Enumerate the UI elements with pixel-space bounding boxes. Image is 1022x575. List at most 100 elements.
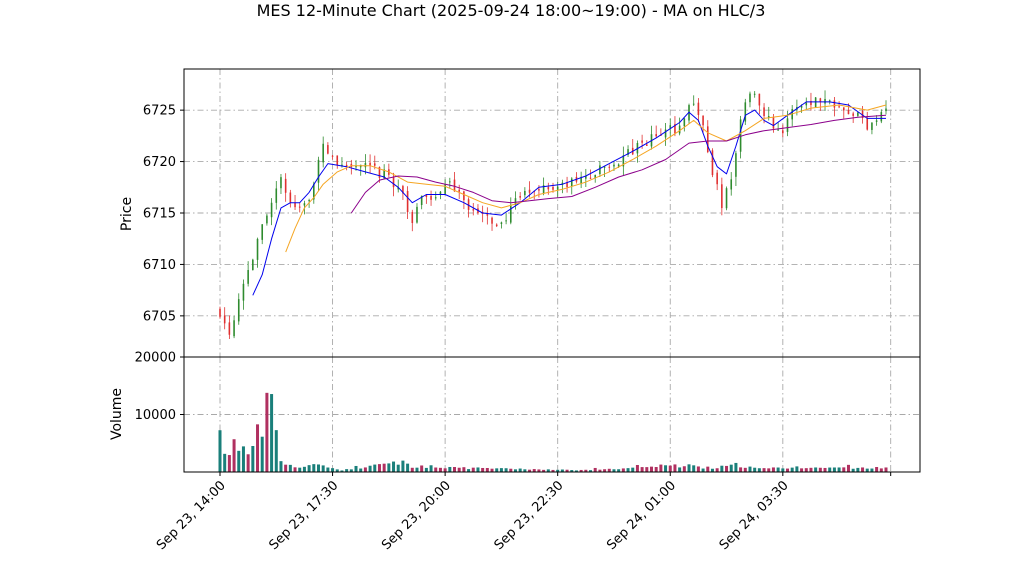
- volume-bar: [302, 466, 306, 472]
- volume-bar: [832, 467, 836, 472]
- volume-bar: [331, 468, 335, 472]
- candle-body: [547, 187, 550, 190]
- candle-body: [247, 270, 249, 284]
- candle-body: [228, 322, 231, 335]
- candle-body: [617, 164, 620, 167]
- volume-bar: [523, 469, 527, 472]
- candle-body: [327, 145, 329, 154]
- volume-bar: [453, 467, 457, 472]
- candle-body: [538, 189, 540, 191]
- candle-body: [749, 93, 751, 103]
- volume-bar: [256, 424, 260, 472]
- candle-body: [594, 174, 597, 179]
- candle-body: [552, 186, 554, 190]
- volume-bar: [687, 464, 691, 472]
- candle-body: [674, 124, 676, 134]
- volume-bar: [274, 430, 278, 472]
- chart-title: MES 12-Minute Chart (2025-09-24 18:00~19…: [256, 1, 766, 20]
- volume-bar: [377, 464, 381, 472]
- candle-body: [322, 143, 324, 163]
- candle-body: [500, 222, 503, 224]
- volume-tick-label: 10000: [135, 408, 176, 423]
- ma-mid-line: [285, 104, 887, 253]
- candle-body: [444, 184, 446, 194]
- candle-body: [453, 179, 456, 192]
- volume-bar: [701, 468, 705, 472]
- candle-body: [556, 186, 559, 190]
- volume-bar: [265, 392, 269, 472]
- volume-bar: [584, 469, 588, 472]
- volume-bar: [570, 470, 574, 472]
- volume-bar: [551, 469, 555, 472]
- candle-body: [514, 198, 517, 205]
- volume-bar: [241, 446, 245, 472]
- volume-bar: [279, 461, 283, 472]
- volume-bar: [387, 463, 391, 472]
- volume-bar: [340, 470, 344, 472]
- candle-body: [608, 166, 611, 168]
- candle-body: [308, 200, 310, 202]
- volume-bar: [861, 467, 865, 472]
- candle-body: [664, 129, 667, 138]
- candle-body: [369, 162, 371, 166]
- candle-body: [416, 206, 418, 223]
- ma-lines: [252, 101, 887, 296]
- volume-bar: [640, 467, 644, 472]
- volume-bar: [401, 460, 405, 472]
- volume-bar: [804, 468, 808, 472]
- volume-bar: [513, 469, 517, 472]
- candle-body: [744, 102, 747, 122]
- x-tick-label: Sep 23, 17:30: [267, 478, 342, 553]
- candle-body: [486, 213, 489, 216]
- volume-bar: [757, 468, 761, 472]
- volume-bar: [406, 463, 410, 472]
- volume-bar: [354, 465, 358, 472]
- candle-body: [294, 202, 296, 208]
- volume-bar: [748, 466, 752, 472]
- candle-body: [472, 209, 475, 211]
- volume-bar: [537, 469, 541, 472]
- price-axis-label: Price: [119, 197, 135, 231]
- candle-body: [875, 120, 878, 122]
- candle-body: [345, 164, 348, 166]
- candle-body: [871, 122, 873, 130]
- volume-bar: [490, 468, 494, 472]
- candle-body: [439, 191, 442, 195]
- candle-body: [519, 196, 521, 198]
- volume-bar: [776, 467, 780, 472]
- volume-bar: [875, 467, 879, 472]
- volume-bar: [504, 468, 508, 472]
- volume-bar: [762, 468, 766, 472]
- candle-body: [275, 188, 278, 203]
- candle-body: [266, 215, 268, 224]
- candle-body: [449, 181, 451, 183]
- candle-body: [280, 177, 282, 189]
- candle-body: [767, 116, 770, 118]
- ma-fast-line: [252, 101, 886, 296]
- volume-bar: [617, 469, 621, 472]
- volume-bar: [368, 465, 372, 472]
- candle-body: [397, 187, 400, 190]
- candle-body: [402, 186, 404, 194]
- volume-bar: [424, 467, 428, 472]
- candle-body: [313, 183, 315, 200]
- candle-body: [524, 190, 526, 196]
- candle-body: [646, 144, 648, 146]
- volume-bar: [542, 469, 546, 472]
- volume-bar: [612, 469, 616, 472]
- candle-body: [847, 110, 850, 115]
- volume-bar: [565, 469, 569, 472]
- candle-body: [298, 206, 301, 208]
- volume-ticks: 10000 20000: [135, 351, 184, 423]
- volume-bar: [471, 467, 475, 472]
- volume-bar: [270, 394, 274, 472]
- volume-bar: [659, 464, 663, 472]
- candle-body: [336, 155, 339, 165]
- volume-bar: [288, 464, 292, 472]
- volume-bar: [321, 465, 325, 472]
- volume-bar: [462, 467, 466, 472]
- volume-bar: [589, 470, 593, 472]
- volume-bar: [771, 467, 775, 472]
- volume-bars: [218, 392, 888, 472]
- candle-body: [819, 98, 822, 102]
